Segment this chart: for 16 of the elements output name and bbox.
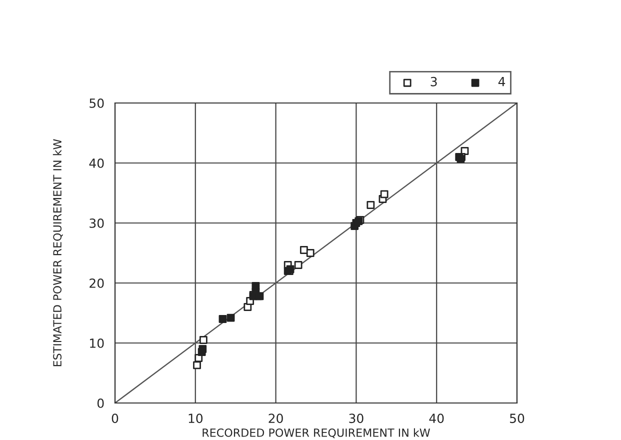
- y-tick-label: 40: [89, 158, 104, 168]
- y-tick-label: 0: [97, 398, 104, 408]
- y-tick-label: 20: [90, 278, 104, 288]
- y-tick-label: 50: [90, 98, 104, 108]
- y-axis-title: ESTIMATED POWER REQUIREMENT IN kW: [52, 139, 63, 366]
- y-tick-label: 10: [90, 338, 104, 348]
- x-tick-label: 40: [429, 414, 444, 424]
- x-tick-label: 20: [268, 414, 283, 424]
- y-tick-label: 30: [90, 218, 104, 228]
- x-axis-title: RECORDED POWER REQUIREMENT IN kW: [202, 428, 430, 438]
- x-tick-label: 30: [349, 414, 364, 424]
- x-tick-label: 50: [510, 414, 524, 424]
- legend-label: 4: [498, 77, 506, 86]
- x-tick-label: 0: [112, 414, 118, 424]
- x-tick-label: 10: [188, 414, 203, 424]
- legend-label: 3: [430, 76, 437, 86]
